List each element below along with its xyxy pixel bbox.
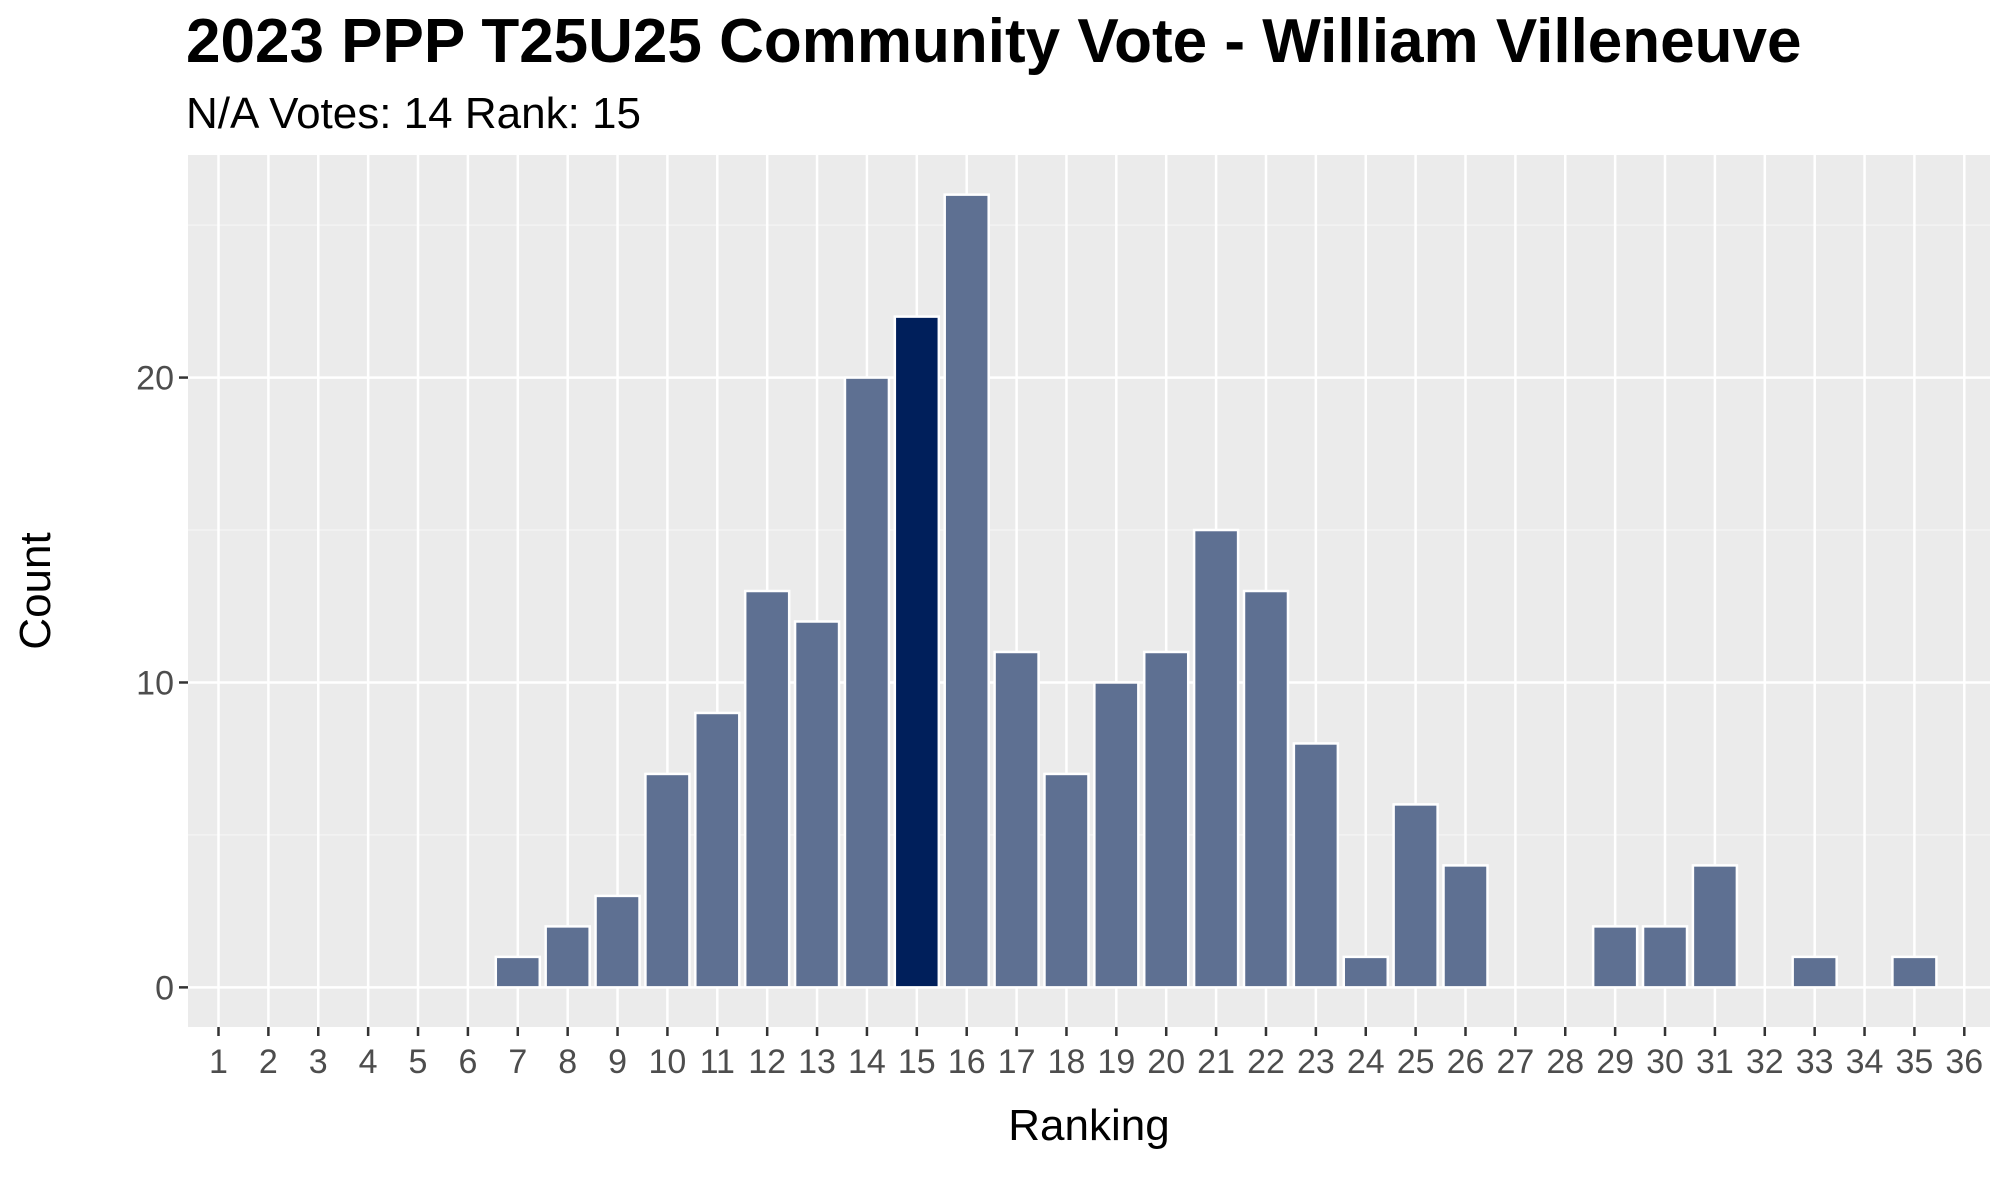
x-tick-label: 21 (1197, 1043, 1235, 1081)
x-tick-label: 32 (1746, 1043, 1784, 1081)
x-tick-label: 15 (898, 1043, 936, 1081)
bar (1591, 925, 1639, 989)
x-tick-label: 10 (649, 1043, 687, 1081)
y-axis-ticks: 0 10 20 (136, 360, 188, 1007)
x-axis-title: Ranking (1008, 1101, 1169, 1150)
x-tick-label: 34 (1846, 1043, 1884, 1081)
y-tick-label: 0 (155, 969, 174, 1007)
bar (1392, 803, 1439, 989)
bar (1093, 681, 1140, 989)
x-tick-label: 6 (458, 1043, 477, 1081)
bars (494, 193, 1938, 989)
x-tick-label: 17 (998, 1043, 1036, 1081)
bar (993, 650, 1040, 989)
x-tick-label: 35 (1896, 1043, 1934, 1081)
bar (644, 772, 691, 989)
bar (1043, 772, 1090, 989)
bar (544, 925, 591, 989)
x-tick-label: 18 (1048, 1043, 1086, 1081)
bar (594, 894, 641, 989)
bar (1142, 650, 1190, 989)
x-tick-label: 20 (1147, 1043, 1185, 1081)
bar (943, 193, 990, 989)
x-tick-label: 5 (409, 1043, 428, 1081)
x-tick-label: 8 (558, 1043, 577, 1081)
x-tick-label: 7 (508, 1043, 527, 1081)
bar (1292, 742, 1340, 989)
bar (743, 589, 791, 989)
x-tick-label: 30 (1646, 1043, 1684, 1081)
bar-highlighted (893, 315, 941, 989)
bar (793, 620, 841, 989)
x-tick-label: 31 (1696, 1043, 1734, 1081)
x-tick-label: 11 (700, 1043, 735, 1081)
x-tick-label: 9 (608, 1043, 627, 1081)
x-tick-label: 26 (1447, 1043, 1485, 1081)
x-tick-label: 1 (209, 1043, 228, 1081)
y-tick-label: 10 (136, 664, 174, 702)
bar (1242, 589, 1290, 989)
bar (494, 955, 542, 989)
bar (1342, 955, 1389, 989)
chart-title: 2023 PPP T25U25 Community Vote - William… (186, 7, 1801, 76)
bar (694, 711, 741, 989)
bar (1442, 864, 1489, 989)
x-tick-label: 13 (798, 1043, 836, 1081)
x-tick-label: 3 (309, 1043, 328, 1081)
bar (1691, 864, 1739, 989)
x-tick-label: 28 (1546, 1043, 1584, 1081)
x-tick-label: 24 (1347, 1043, 1385, 1081)
x-tick-label: 33 (1796, 1043, 1834, 1081)
x-tick-label: 27 (1496, 1043, 1534, 1081)
bar (1891, 955, 1938, 989)
x-tick-label: 19 (1097, 1043, 1135, 1081)
x-tick-label: 16 (948, 1043, 986, 1081)
bar (843, 376, 891, 989)
x-tick-label: 14 (848, 1043, 886, 1081)
bar (1641, 925, 1689, 989)
bar (1192, 528, 1240, 989)
x-tick-label: 12 (748, 1043, 786, 1081)
x-tick-label: 25 (1397, 1043, 1435, 1081)
x-axis-ticks: 1 2 3 4 5 6 7 8 9 10 11 12 13 14 15 16 17 18 19 20 21 22 23 24 2… (209, 1027, 1983, 1081)
bar (1791, 955, 1838, 989)
x-tick-label: 2 (259, 1043, 278, 1081)
chart-subtitle: N/A Votes: 14 Rank: 15 (186, 89, 641, 138)
x-tick-label: 22 (1247, 1043, 1285, 1081)
x-tick-label: 4 (359, 1043, 378, 1081)
y-axis-title: Count (11, 532, 60, 649)
x-tick-label: 29 (1596, 1043, 1634, 1081)
x-tick-label: 36 (1945, 1043, 1983, 1081)
y-tick-label: 20 (136, 360, 174, 398)
x-tick-label: 23 (1297, 1043, 1335, 1081)
